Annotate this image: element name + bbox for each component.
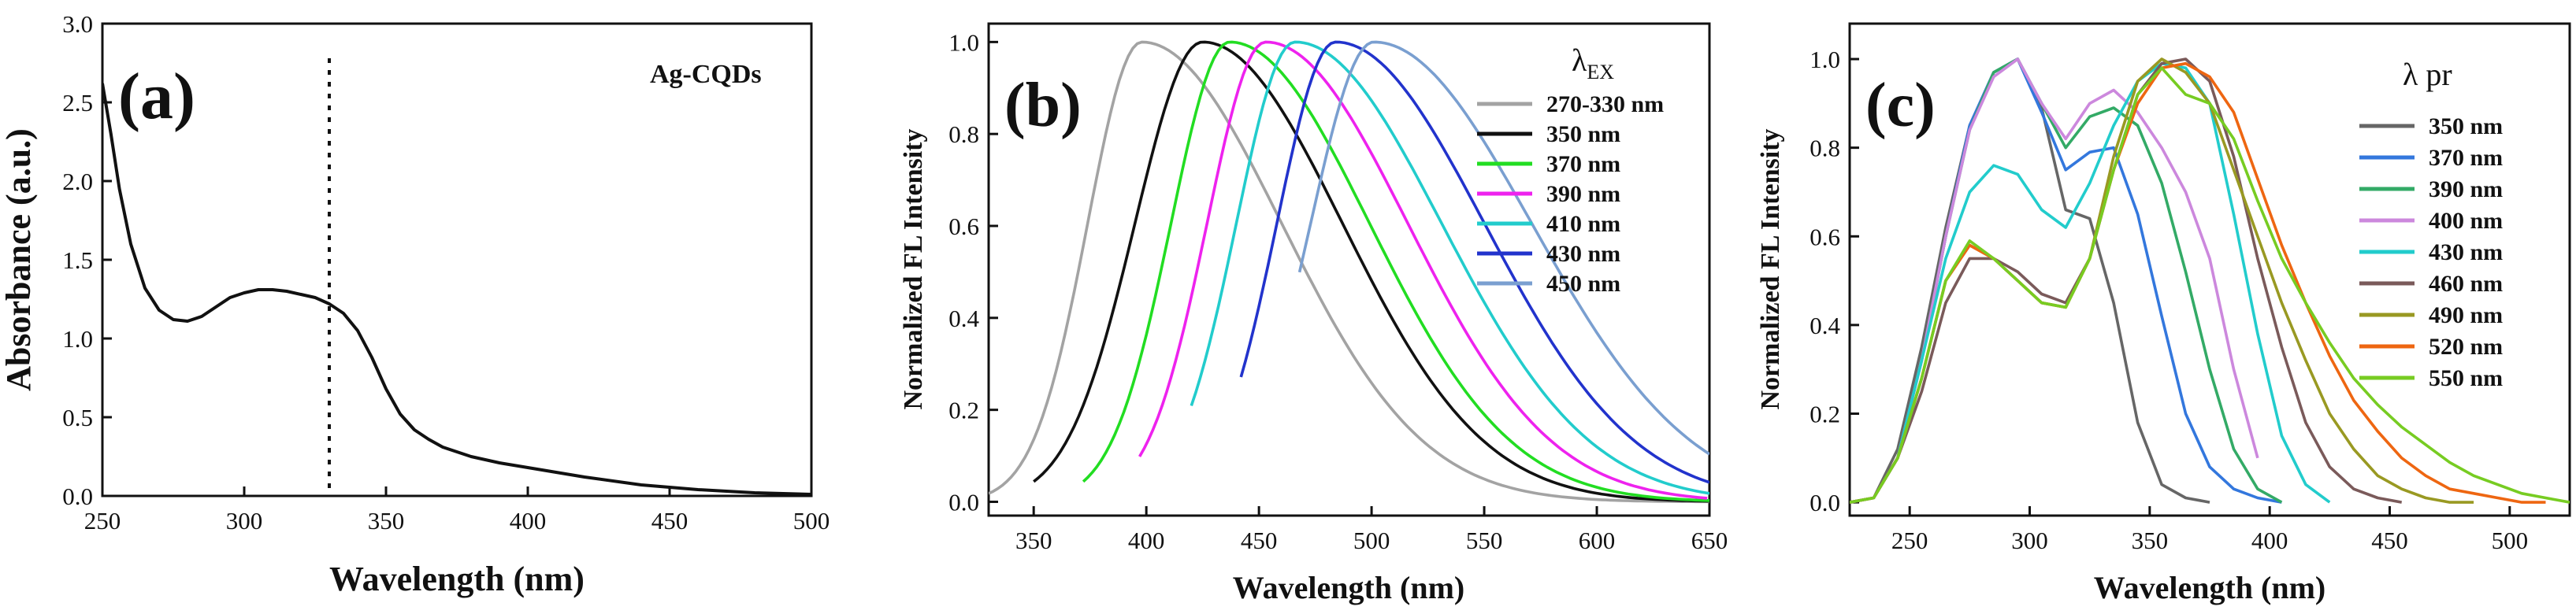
x-tick-label: 450 [1241, 527, 1278, 554]
x-axis-label: Wavelength (nm) [329, 560, 585, 598]
x-tick-label: 400 [2251, 527, 2288, 554]
x-tick-label: 250 [84, 507, 121, 534]
legend-label: 390 nm [1546, 181, 1620, 207]
y-tick-label: 0.2 [1810, 400, 1840, 427]
y-axis-label: Absorbance (a.u.) [0, 128, 38, 391]
series-line-Ag-CQDs [102, 83, 811, 496]
legend-label: 410 nm [1546, 211, 1620, 237]
y-tick-label: 1.0 [62, 325, 93, 353]
series-line-370-nm [1082, 40, 1709, 502]
legend-label: 430 nm [1546, 241, 1620, 267]
series-line-430-nm [1239, 40, 1709, 484]
series-line-350-nm [1033, 40, 1709, 503]
panel-label: (b) [1004, 71, 1082, 140]
series-line-390-nm [1138, 40, 1708, 500]
x-tick-label: 650 [1691, 527, 1728, 554]
series-line-410-nm [1190, 40, 1709, 495]
plot-frame [987, 22, 1711, 517]
y-axis-label: Normalized FL Intensity [1756, 129, 1785, 410]
x-tick-label: 500 [2492, 527, 2529, 554]
y-tick-label: 0.5 [62, 404, 93, 431]
y-tick-label: 0.6 [948, 213, 979, 240]
legend-title: λ pr [2403, 57, 2452, 92]
series-line-520-nm [1850, 61, 2546, 504]
y-tick-label: 1.0 [1810, 46, 1840, 73]
y-tick-label: 0.8 [1810, 135, 1840, 162]
legend-title: λEX [1572, 43, 1614, 83]
y-tick-label: 2.5 [62, 89, 93, 117]
y-tick-label: 0.0 [948, 488, 979, 516]
y-tick-label: 0.4 [1810, 312, 1840, 339]
legend-label: 350 nm [2429, 113, 2503, 139]
panel-label: (c) [1865, 71, 1936, 140]
y-tick-label: 0.0 [62, 483, 93, 510]
y-tick-label: 1.0 [948, 28, 979, 56]
y-axis-label: Normalized FL Intensity [899, 129, 928, 410]
plot-frame [1848, 22, 2571, 517]
x-tick-label: 350 [368, 507, 405, 534]
x-tick-label: 500 [793, 507, 830, 534]
x-tick-label: 350 [1015, 527, 1052, 554]
legend-label: 390 nm [2429, 176, 2503, 202]
panel-a-absorbance-chart: 250 300 350 400 450 500 0.0 0.5 1.0 1.5 2.0 2.5 3.0 W… [0, 10, 830, 598]
x-tick-label: 250 [1891, 527, 1928, 554]
legend-label: 370 nm [2429, 145, 2503, 171]
y-tick-label: 3.0 [62, 10, 93, 38]
series-line-450-nm [1297, 40, 1709, 456]
legend-label: 460 nm [2429, 271, 2503, 297]
y-tick-label: 0.6 [1810, 223, 1840, 250]
legend-label: 490 nm [2429, 302, 2503, 328]
y-tick-label: 0.8 [948, 120, 979, 148]
x-tick-label: 400 [510, 507, 547, 534]
x-tick-label: 400 [1128, 527, 1165, 554]
legend-label: 370 nm [1546, 151, 1620, 177]
series-line-550-nm [1850, 66, 2570, 504]
x-tick-label: 550 [1466, 527, 1503, 554]
legend-label: 550 nm [2429, 365, 2503, 391]
x-tick-label: 300 [2011, 527, 2048, 554]
x-axis-label: Wavelength (nm) [1233, 570, 1464, 605]
y-tick-label: 1.5 [62, 246, 93, 274]
legend-label: 430 nm [2429, 239, 2503, 265]
legend-label: 270-330 nm [1546, 91, 1664, 117]
x-tick-label: 450 [2371, 527, 2408, 554]
series-line-270-330-nm [989, 40, 1709, 504]
legend-label: 520 nm [2429, 334, 2503, 360]
x-axis-label: Wavelength (nm) [2094, 570, 2325, 605]
x-tick-label: 450 [651, 507, 689, 534]
y-tick-label: 2.0 [62, 168, 93, 195]
panel-b-excitation-fl-chart: 350 400 450 500 550 600 650 0.0 0.2 0.4 0.6 0.8 1.0 W… [899, 22, 1728, 605]
y-tick-label: 0.2 [948, 397, 979, 424]
series-line-430-nm [1850, 61, 2331, 504]
x-tick-label: 600 [1579, 527, 1616, 554]
panel-label: (a) [118, 60, 195, 133]
x-tick-label: 300 [226, 507, 263, 534]
y-tick-label: 0.4 [948, 305, 979, 332]
legend-label: 400 nm [2429, 208, 2503, 234]
legend-label: 450 nm [1546, 271, 1620, 297]
sample-annotation: Ag-CQDs [650, 60, 762, 89]
panel-c-probe-fl-chart: 250 300 350 400 450 500 0.0 0.2 0.4 0.6 0.8 1.0 Wave… [1756, 22, 2571, 605]
y-tick-label: 0.0 [1810, 489, 1840, 516]
x-tick-label: 500 [1353, 527, 1390, 554]
x-tick-label: 350 [2132, 527, 2169, 554]
legend-label: 350 nm [1546, 121, 1620, 147]
